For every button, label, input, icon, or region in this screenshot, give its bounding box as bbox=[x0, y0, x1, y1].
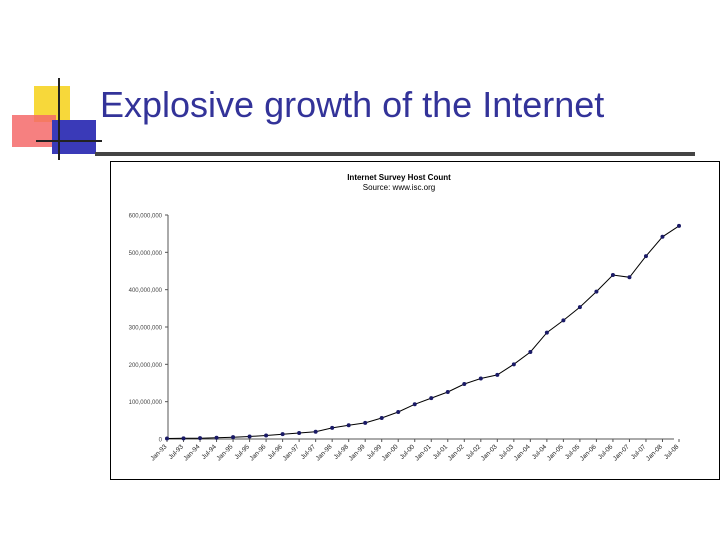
x-tick-label: Jan-99 bbox=[348, 443, 367, 462]
data-point bbox=[181, 436, 186, 441]
chart-subtitle: Source: www.isc.org bbox=[363, 183, 435, 192]
x-tick-label: Jan-05 bbox=[546, 443, 565, 462]
data-point bbox=[577, 305, 582, 310]
slide-title: Explosive growth of the Internet bbox=[100, 84, 605, 125]
data-point bbox=[165, 436, 169, 441]
title-underline bbox=[95, 152, 695, 156]
data-point bbox=[346, 423, 351, 428]
y-tick-label: 600,000,000 bbox=[129, 214, 163, 220]
data-point bbox=[445, 389, 450, 394]
data-point bbox=[528, 349, 533, 354]
data-point bbox=[412, 402, 417, 407]
data-point bbox=[280, 432, 285, 437]
y-tick-label: 400,000,000 bbox=[129, 288, 163, 294]
x-tick-label: Jul-08 bbox=[663, 443, 681, 461]
x-tick-label: Jan-04 bbox=[513, 443, 532, 462]
x-tick-label: Jan-93 bbox=[149, 443, 168, 462]
y-tick-label: 300,000,000 bbox=[129, 326, 163, 332]
x-tick-label: Jan-01 bbox=[414, 443, 433, 462]
data-point bbox=[594, 289, 599, 294]
data-point bbox=[677, 223, 681, 228]
data-point bbox=[379, 416, 384, 421]
data-point bbox=[511, 362, 516, 367]
chart-title: Internet Survey Host Count bbox=[347, 173, 451, 182]
data-point bbox=[643, 254, 648, 259]
series-line bbox=[166, 225, 680, 439]
data-point bbox=[627, 275, 632, 280]
data-point bbox=[363, 420, 368, 425]
data-point bbox=[231, 435, 236, 440]
x-tick-label: Jan-03 bbox=[480, 443, 499, 462]
x-tick-label: Jan-07 bbox=[612, 443, 631, 462]
chart-axes bbox=[167, 215, 674, 440]
y-tick-label: 100,000,000 bbox=[129, 400, 163, 406]
decor-red-square bbox=[12, 115, 56, 147]
x-tick-label: Jan-95 bbox=[215, 443, 234, 462]
x-tick-label: Jan-02 bbox=[447, 443, 466, 462]
data-point bbox=[495, 372, 500, 377]
x-tick-label: Jan-94 bbox=[182, 443, 201, 462]
data-point bbox=[544, 330, 549, 335]
x-tick-label: Jan-00 bbox=[381, 443, 400, 462]
data-point bbox=[214, 435, 219, 440]
x-tick-label: Jan-08 bbox=[645, 443, 664, 462]
y-tick-label: 200,000,000 bbox=[129, 363, 163, 369]
data-point bbox=[264, 433, 269, 438]
decor-vertical-line bbox=[58, 78, 60, 160]
decor-horizontal-line bbox=[36, 140, 102, 142]
data-point bbox=[297, 430, 302, 435]
data-point bbox=[561, 318, 566, 323]
x-tick-label: Jan-97 bbox=[282, 443, 301, 462]
data-point bbox=[610, 272, 615, 277]
host-count-chart: Internet Survey Host Count Source: www.i… bbox=[129, 173, 681, 462]
data-point bbox=[330, 425, 335, 430]
data-point bbox=[198, 436, 203, 441]
y-tick-label: 500,000,000 bbox=[129, 251, 163, 257]
y-tick-label: 0 bbox=[159, 438, 163, 444]
data-point bbox=[247, 434, 252, 439]
data-point bbox=[478, 376, 483, 381]
data-point bbox=[462, 382, 467, 387]
series bbox=[165, 223, 681, 441]
data-point bbox=[429, 396, 434, 401]
x-tick-label: Jan-06 bbox=[579, 443, 598, 462]
chart-frame: Internet Survey Host Count Source: www.i… bbox=[110, 161, 720, 480]
data-point bbox=[313, 429, 318, 434]
y-tick-labels: 0 100,000,000 200,000,000 300,000,000 400,00… bbox=[129, 214, 168, 444]
x-tick-label: Jan-96 bbox=[249, 443, 268, 462]
x-tick-label: Jan-98 bbox=[315, 443, 334, 462]
data-point bbox=[660, 234, 665, 239]
data-point bbox=[396, 409, 401, 414]
